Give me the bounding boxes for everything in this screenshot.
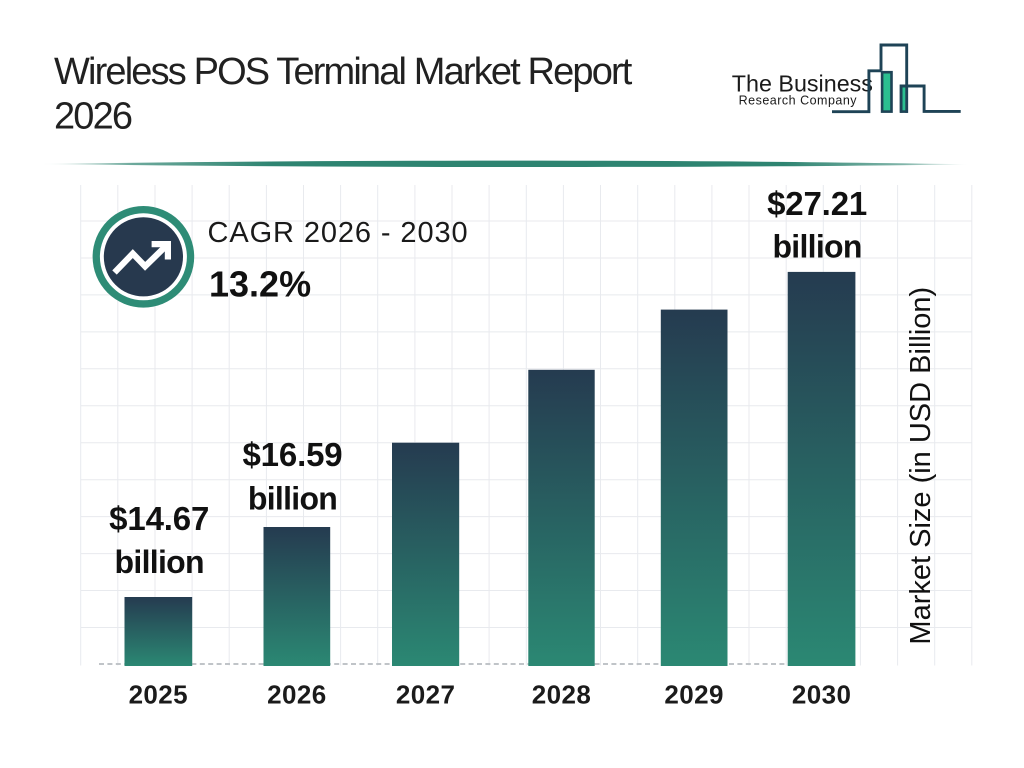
svg-text:Market Size (in USD Billion): Market Size (in USD Billion) (905, 287, 937, 645)
svg-text:2028: 2028 (532, 680, 591, 710)
svg-text:2026: 2026 (267, 680, 326, 710)
svg-text:Research Company: Research Company (739, 94, 858, 108)
svg-text:CAGR 2026 - 2030: CAGR 2026 - 2030 (208, 217, 469, 249)
svg-text:Wireless POS Terminal Market R: Wireless POS Terminal Market Report (54, 51, 633, 93)
svg-text:$16.59: $16.59 (242, 436, 342, 473)
svg-text:$27.21: $27.21 (767, 185, 867, 222)
svg-text:The Business: The Business (732, 71, 873, 97)
svg-text:13.2%: 13.2% (209, 264, 311, 305)
svg-text:billion: billion (772, 229, 861, 265)
svg-text:billion: billion (115, 544, 204, 580)
svg-text:billion: billion (248, 480, 337, 516)
svg-text:$14.67: $14.67 (109, 500, 209, 537)
svg-text:2027: 2027 (396, 680, 455, 710)
svg-text:2025: 2025 (129, 680, 188, 710)
svg-text:2030: 2030 (792, 680, 851, 710)
svg-text:2026: 2026 (54, 96, 132, 138)
svg-text:2029: 2029 (664, 680, 723, 710)
